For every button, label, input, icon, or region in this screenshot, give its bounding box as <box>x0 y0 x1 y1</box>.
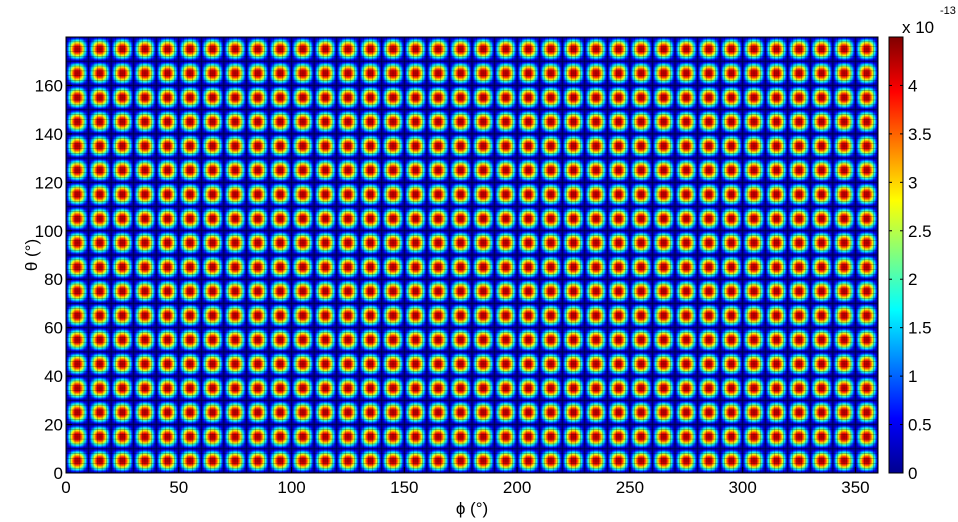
colorbar-tick-label: 3 <box>908 173 917 192</box>
colorbar-multiplier-base: x 10 <box>902 18 934 37</box>
plot-area <box>66 37 878 473</box>
y-tick-label: 40 <box>44 367 63 386</box>
colorbar-tick-label: 4 <box>908 76 917 95</box>
colorbar-tick-label: 2.5 <box>908 222 932 241</box>
x-tick-label: 0 <box>61 478 70 497</box>
colorbar-tick-label: 1.5 <box>908 319 932 338</box>
y-tick-label: 160 <box>35 76 63 95</box>
x-tick-label: 150 <box>390 478 418 497</box>
colorbar-tick-label: 2 <box>908 270 917 289</box>
y-tick-label: 20 <box>44 416 63 435</box>
y-tick-label: 100 <box>35 222 63 241</box>
x-tick-label: 100 <box>277 478 305 497</box>
colorbar-multiplier: x 10 <box>902 18 934 37</box>
colorbar-ticks: 0 0.5 1 1.5 2 2.5 3 3.5 4 <box>889 76 932 483</box>
y-tick-label: 120 <box>35 173 63 192</box>
y-tick-label: 60 <box>44 319 63 338</box>
y-tick-label: 0 <box>54 464 63 483</box>
y-axis: 0 20 40 60 80 100 120 140 160 <box>35 76 72 483</box>
y-tick-label: 140 <box>35 125 63 144</box>
x-axis-label: ϕ (°) <box>456 499 488 518</box>
colorbar-tick-label: 3.5 <box>908 125 932 144</box>
colorbar-gradient <box>888 36 904 474</box>
colorbar-tick-label: 0.5 <box>908 416 932 435</box>
x-tick-label: 300 <box>728 478 756 497</box>
y-axis-label: θ (°) <box>22 239 41 271</box>
x-tick-label: 350 <box>841 478 869 497</box>
x-axis: 0 50 100 150 200 250 300 350 <box>61 467 870 497</box>
colorbar-tick-label: 0 <box>908 464 917 483</box>
x-tick-label: 50 <box>169 478 188 497</box>
colorbar-tick-label: 1 <box>908 367 917 386</box>
colorbar-exponent: -13 <box>940 5 956 17</box>
plot-frame <box>65 36 879 474</box>
x-tick-label: 250 <box>616 478 644 497</box>
y-tick-label: 80 <box>44 270 63 289</box>
colorbar: 0 0.5 1 1.5 2 2.5 3 3.5 4 x 10 -13 <box>888 5 956 483</box>
x-tick-label: 200 <box>503 478 531 497</box>
grid-lines <box>66 37 878 473</box>
